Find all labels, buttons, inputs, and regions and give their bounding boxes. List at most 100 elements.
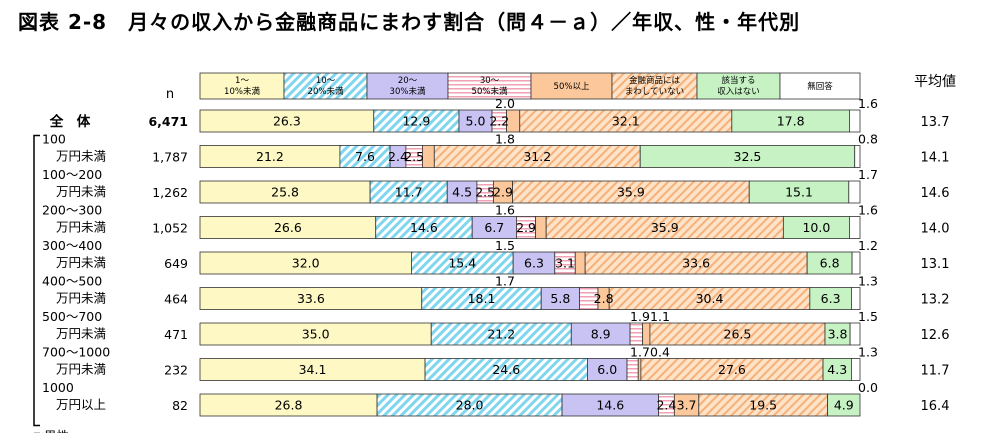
data-label: 2.4 — [656, 398, 676, 413]
average-header: 平均値 — [914, 74, 956, 90]
data-label: 27.6 — [718, 362, 746, 377]
data-label: 32.0 — [292, 256, 320, 271]
average-value: 13.1 — [921, 257, 950, 272]
small-value-label: 1.6 — [495, 203, 515, 218]
data-label: 5.8 — [550, 291, 570, 306]
data-label: 25.8 — [271, 185, 299, 200]
row-label: 万円以上 — [56, 397, 106, 412]
row-label: 全 体 — [49, 113, 91, 130]
data-label: 35.0 — [302, 327, 330, 342]
n-value: 471 — [164, 327, 188, 342]
data-label: 2.8 — [594, 291, 614, 306]
legend-label: 金融商品にはまわしていない — [625, 75, 684, 97]
small-value-label: 1.3 — [858, 345, 878, 360]
data-label: 10.0 — [802, 220, 830, 235]
bar-segment — [851, 358, 861, 381]
data-label: 33.6 — [297, 291, 325, 306]
small-value-label: 1.7 — [495, 274, 515, 289]
data-label: 7.6 — [355, 149, 375, 164]
data-label: 2.5 — [475, 185, 495, 200]
bar-segment — [851, 251, 861, 275]
n-value: 649 — [164, 256, 188, 271]
data-label: 26.8 — [275, 398, 303, 413]
row-label: 300～400 — [42, 238, 102, 253]
data-label: 6.0 — [597, 362, 617, 377]
average-value: 14.0 — [921, 222, 950, 237]
data-label: 24.6 — [492, 362, 520, 377]
average-value: 14.1 — [921, 151, 950, 166]
row-label: 万円未満 — [56, 184, 106, 199]
average-value: 11.7 — [921, 364, 950, 379]
bar-segment — [848, 180, 861, 204]
average-value: 14.6 — [921, 186, 950, 201]
average-value: 16.4 — [921, 399, 950, 414]
data-label: 15.1 — [785, 185, 813, 200]
legend-label: 無回答 — [807, 81, 833, 92]
data-label: 26.5 — [724, 327, 752, 342]
bar-segment — [574, 251, 586, 275]
bar-segment — [626, 358, 639, 381]
data-label: 4.3 — [827, 362, 847, 377]
row-label: 400～500 — [42, 274, 102, 289]
data-label: 30.4 — [696, 291, 724, 306]
bar-segment — [849, 216, 861, 239]
small-value-label: 1.1 — [650, 309, 670, 324]
data-label: 19.5 — [749, 398, 777, 413]
small-value-label: 0.8 — [858, 132, 878, 147]
legend-label: 該当する収入はない — [717, 75, 760, 97]
n-value: 1,262 — [152, 185, 188, 200]
data-label: 2.4 — [388, 149, 408, 164]
row-label: 100 — [42, 132, 66, 147]
small-value-label: 0.0 — [858, 380, 878, 395]
row-label: 万円未満 — [56, 362, 106, 377]
data-label: 3.8 — [828, 327, 848, 342]
data-label: 21.2 — [487, 327, 515, 342]
legend-swatch — [199, 72, 285, 100]
data-label: 4.5 — [452, 185, 472, 200]
average-value: 13.2 — [921, 293, 950, 308]
data-label: 33.6 — [682, 256, 710, 271]
legend-swatch — [283, 72, 368, 100]
bar-segment — [849, 109, 861, 133]
row-label: 200～300 — [42, 203, 102, 218]
data-label: 12.9 — [402, 114, 430, 129]
row-label: 男性 — [44, 429, 69, 433]
data-label: 2.5 — [404, 149, 424, 164]
data-label: 11.7 — [395, 185, 423, 200]
legend-label: 1～ 10%未満 — [224, 76, 260, 97]
row-label: 100～200 — [42, 167, 102, 182]
bar-segment — [642, 322, 651, 346]
row-label: 万円未満 — [56, 149, 106, 164]
small-value-label: 1.2 — [858, 238, 878, 253]
small-value-label: 1.6 — [858, 203, 878, 218]
legend-label: 30～ 50%未満 — [472, 76, 508, 97]
bar-segment — [629, 322, 644, 346]
n-value: 1,052 — [152, 221, 188, 236]
n-value: 82 — [172, 398, 188, 413]
data-label: 14.6 — [596, 398, 624, 413]
data-label: 6.3 — [821, 291, 841, 306]
bar-segment — [827, 393, 861, 417]
row-label: 万円未満 — [56, 220, 106, 235]
small-value-label: 1.9 — [630, 309, 650, 324]
small-value-label: 1.7 — [630, 345, 650, 360]
data-label: 2.9 — [516, 220, 536, 235]
average-value: 13.7 — [921, 115, 950, 130]
legend-swatch — [611, 72, 698, 100]
small-value-label: 2.0 — [495, 96, 515, 111]
row-label: 万円未満 — [56, 291, 106, 306]
average-value: 12.6 — [921, 328, 950, 343]
data-label: 2.9 — [493, 185, 513, 200]
data-label: 2.2 — [489, 114, 509, 129]
row-label: 万円未満 — [56, 255, 106, 270]
bar-segment — [535, 216, 547, 239]
small-value-label: 1.5 — [495, 238, 515, 253]
data-label: 14.6 — [410, 220, 438, 235]
small-value-label: 0.4 — [650, 345, 670, 360]
row-label: 1000 — [42, 380, 74, 395]
bar-segment — [422, 145, 435, 168]
legend-swatch — [779, 72, 861, 100]
legend-swatch — [530, 72, 613, 100]
data-label: 18.1 — [468, 291, 496, 306]
